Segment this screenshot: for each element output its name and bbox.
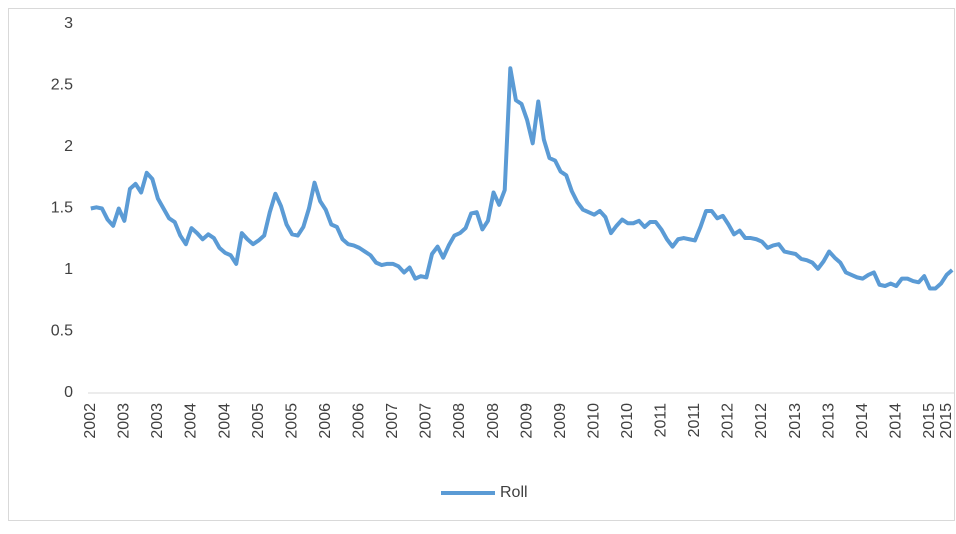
x-tick-label: 2013	[787, 403, 804, 439]
x-tick-label: 2003	[149, 403, 166, 439]
x-tick-label: 2007	[384, 403, 401, 439]
y-tick-label: 1.5	[51, 200, 73, 217]
x-tick-label: 2012	[720, 403, 737, 439]
x-tick-label: 2014	[854, 403, 871, 439]
x-tick-label: 2012	[753, 403, 770, 439]
x-tick-label: 2005	[250, 403, 267, 439]
y-tick-label: 0	[64, 384, 73, 401]
y-tick-label: 3	[64, 15, 73, 32]
x-tick-label: 2015	[938, 403, 955, 439]
x-tick-label: 2011	[686, 403, 703, 438]
legend-label: Roll	[500, 484, 528, 501]
chart-border	[8, 8, 955, 521]
y-tick-label: 0.5	[51, 323, 73, 340]
x-tick-label: 2008	[451, 403, 468, 439]
x-tick-label: 2010	[619, 403, 636, 439]
line-series	[90, 66, 954, 291]
x-tick-label: 2015	[921, 403, 938, 439]
x-tick-label: 2013	[820, 403, 837, 439]
x-tick-label: 2006	[351, 403, 368, 439]
x-tick-label: 2010	[585, 403, 602, 439]
x-tick-label: 2007	[418, 403, 435, 439]
x-tick-label: 2005	[283, 403, 300, 439]
y-tick-label: 1	[64, 261, 73, 278]
x-tick-label: 2009	[518, 403, 535, 439]
y-tick-label: 2	[64, 138, 73, 155]
x-tick-label: 2004	[216, 403, 233, 439]
x-tick-label: 2003	[116, 403, 133, 439]
x-tick-label: 2008	[485, 403, 502, 439]
x-tick-label: 2002	[82, 403, 99, 439]
x-tick-label: 2014	[887, 403, 904, 439]
y-tick-label: 2.5	[51, 77, 73, 94]
x-tick-label: 2011	[653, 403, 670, 438]
x-tick-label: 2004	[183, 403, 200, 439]
x-tick-label: 2006	[317, 403, 334, 439]
x-tick-label: 2009	[552, 403, 569, 439]
